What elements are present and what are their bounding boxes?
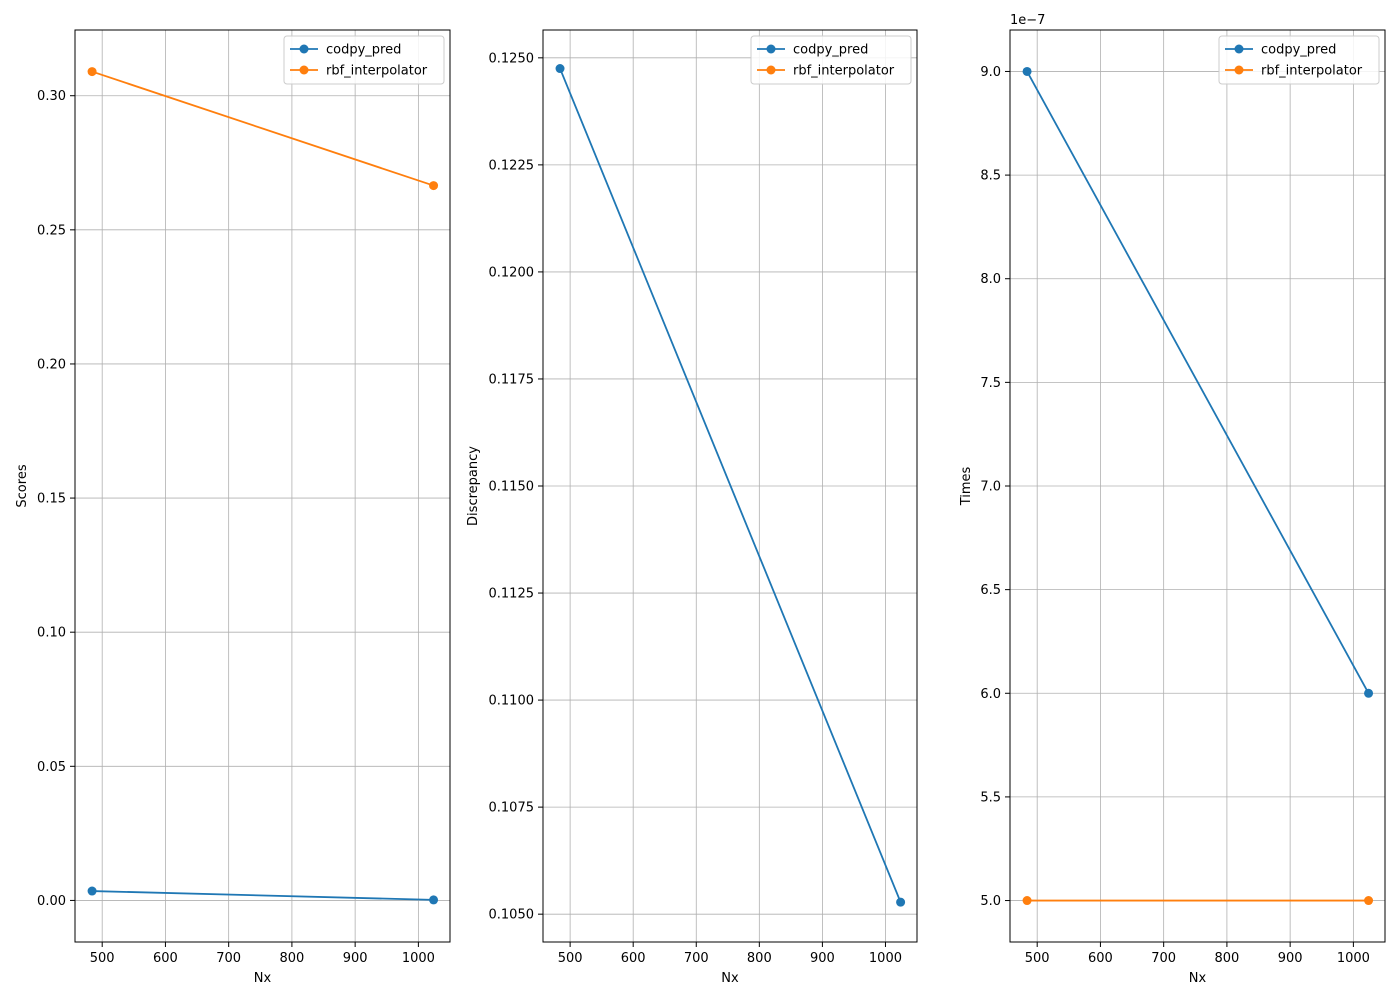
legend-label: codpy_pred xyxy=(326,43,401,58)
y-tick-label: 0.1150 xyxy=(489,480,535,495)
legend-label: rbf_interpolator xyxy=(793,64,895,79)
y-tick-label: 0.15 xyxy=(37,492,66,507)
data-point-rbf_interpolator xyxy=(87,67,97,77)
x-tick-label: 800 xyxy=(279,951,304,966)
legend-marker xyxy=(1234,44,1244,54)
x-tick-label: 1000 xyxy=(1337,951,1370,966)
y-tick-label: 0.00 xyxy=(37,894,66,909)
data-point-codpy_pred xyxy=(1022,66,1032,76)
data-point-rbf_interpolator xyxy=(1022,896,1032,906)
y-offset-label: 1e−7 xyxy=(1010,13,1045,28)
y-tick-label: 0.1050 xyxy=(489,908,535,923)
y-axis-label: Times xyxy=(959,466,974,506)
x-tick-label: 600 xyxy=(621,951,646,966)
y-tick-label: 6.0 xyxy=(980,687,1001,702)
data-point-codpy_pred xyxy=(1364,688,1374,698)
x-tick-label: 500 xyxy=(90,951,115,966)
y-tick-label: 7.0 xyxy=(980,480,1001,495)
y-tick-label: 0.1225 xyxy=(489,158,535,173)
x-tick-label: 700 xyxy=(684,951,709,966)
x-tick-label: 500 xyxy=(558,951,583,966)
data-point-codpy_pred xyxy=(429,895,439,905)
x-tick-label: 1000 xyxy=(869,951,902,966)
y-tick-label: 8.5 xyxy=(980,169,1001,184)
y-tick-label: 0.1200 xyxy=(489,265,535,280)
x-tick-label: 800 xyxy=(1214,951,1239,966)
data-point-rbf_interpolator xyxy=(1364,896,1374,906)
subplot-3: 500 600 700 800 900 1000 5.0 5.5 6.0 6.5 7.0 7.5 8.0… xyxy=(959,13,1386,986)
x-tick-label: 500 xyxy=(1025,951,1050,966)
y-tick-label: 0.25 xyxy=(37,223,66,238)
y-tick-label: 0.1075 xyxy=(489,801,535,816)
series-line-codpy_pred xyxy=(92,890,434,901)
legend: codpy_pred rbf_interpolator xyxy=(750,35,912,85)
data-point-codpy_pred xyxy=(87,886,97,896)
legend-marker xyxy=(299,65,309,75)
y-tick-label: 0.30 xyxy=(37,89,66,104)
legend-marker xyxy=(1234,65,1244,75)
y-tick-label: 0.1125 xyxy=(489,587,535,602)
legend-label: rbf_interpolator xyxy=(1261,64,1363,79)
axes-frame xyxy=(542,29,918,943)
legend-label: codpy_pred xyxy=(1261,43,1336,58)
y-tick-label: 6.5 xyxy=(980,583,1001,598)
y-tick-label: 0.1175 xyxy=(489,372,535,387)
y-tick-label: 0.1250 xyxy=(489,51,535,66)
data-point-rbf_interpolator xyxy=(429,181,439,191)
series-line-codpy_pred xyxy=(1026,71,1370,694)
y-tick-label: 0.20 xyxy=(37,357,66,372)
y-tick-label: 5.5 xyxy=(980,790,1001,805)
x-tick-label: 700 xyxy=(1151,951,1176,966)
data-point-codpy_pred xyxy=(555,64,565,74)
legend: codpy_pred rbf_interpolator xyxy=(1218,35,1380,85)
series-line-rbf_interpolator xyxy=(91,70,434,187)
x-tick-label: 900 xyxy=(1278,951,1303,966)
legend-box xyxy=(750,35,912,85)
x-tick-label: 1000 xyxy=(402,951,435,966)
legend-marker xyxy=(766,44,776,54)
axes-frame xyxy=(74,29,451,943)
legend-label: rbf_interpolator xyxy=(326,64,428,79)
y-tick-label: 9.0 xyxy=(980,65,1001,80)
legend-box xyxy=(1218,35,1380,85)
axes-frame xyxy=(1009,29,1386,943)
x-tick-label: 600 xyxy=(1088,951,1113,966)
x-tick-label: 800 xyxy=(747,951,772,966)
x-axis-label: Nx xyxy=(254,971,272,986)
legend-label: codpy_pred xyxy=(793,43,868,58)
x-axis-label: Nx xyxy=(1189,971,1207,986)
y-tick-label: 0.05 xyxy=(37,760,66,775)
subplot-2: 500 600 700 800 900 1000 0.1050 0.1075 0.1100 0.1… xyxy=(466,29,918,986)
subplot-1: 500 600 700 800 900 1000 0.00 0.05 0.10 0.15 0.20 0… xyxy=(15,29,451,986)
x-tick-label: 900 xyxy=(343,951,368,966)
data-point-codpy_pred xyxy=(896,897,906,907)
x-tick-label: 600 xyxy=(153,951,178,966)
y-tick-label: 7.5 xyxy=(980,376,1001,391)
y-tick-label: 8.0 xyxy=(980,272,1001,287)
x-axis-label: Nx xyxy=(721,971,739,986)
series-line-codpy_pred xyxy=(559,68,902,903)
legend-marker xyxy=(299,44,309,54)
x-tick-label: 700 xyxy=(216,951,241,966)
y-axis-label: Scores xyxy=(15,464,30,507)
x-tick-label: 900 xyxy=(810,951,835,966)
legend-marker xyxy=(766,65,776,75)
legend: codpy_pred rbf_interpolator xyxy=(283,35,445,85)
y-tick-label: 0.1100 xyxy=(489,694,535,709)
y-tick-label: 5.0 xyxy=(980,894,1001,909)
y-tick-label: 0.10 xyxy=(37,626,66,641)
legend-box xyxy=(283,35,445,85)
y-axis-label: Discrepancy xyxy=(466,446,481,526)
